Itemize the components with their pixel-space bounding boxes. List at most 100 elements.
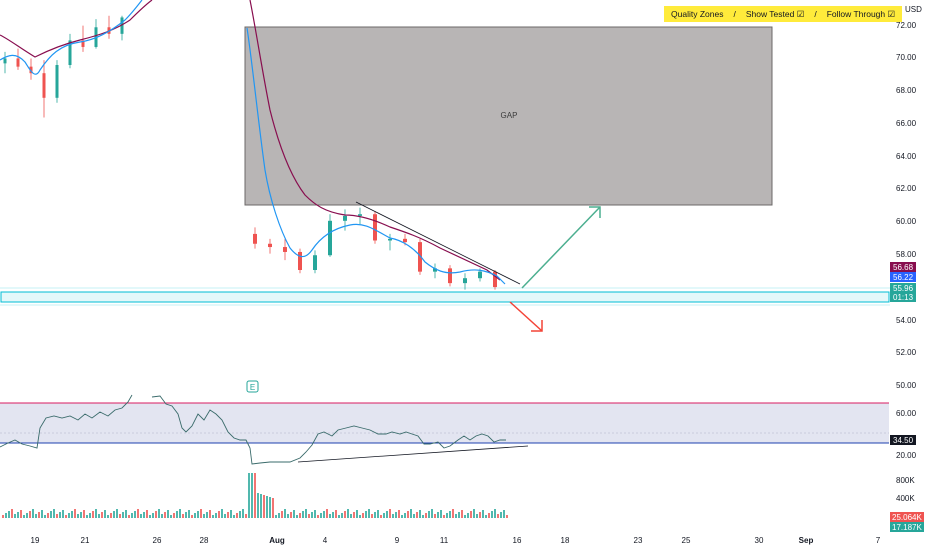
volume-bar (137, 509, 139, 518)
volume-bar (89, 513, 91, 518)
volume-bar (26, 513, 28, 518)
volume-bar (56, 514, 58, 518)
volume-bar (467, 513, 469, 518)
volume-bar (140, 514, 142, 518)
volume-bar (311, 512, 313, 518)
volume-bar (428, 511, 430, 518)
volume-bar (287, 514, 289, 518)
volume-bar (500, 512, 502, 518)
volume-bar (164, 512, 166, 518)
rsi-band (0, 403, 889, 443)
volume-bar (110, 513, 112, 518)
candle-body (403, 238, 407, 243)
volume-bar (65, 515, 67, 518)
volume-bar (419, 510, 421, 518)
volume-bar (161, 514, 163, 518)
volume-bar (302, 511, 304, 518)
price-tick: 54.00 (896, 316, 917, 325)
volume-bar (278, 513, 280, 518)
volume-bar (221, 509, 223, 518)
date-tick: 28 (200, 536, 209, 545)
indicator-settings-bar[interactable]: Quality Zones / Show Tested ☑ / Follow T… (664, 6, 903, 22)
volume-bar (431, 509, 433, 518)
earnings-marker[interactable]: E (246, 380, 259, 393)
volume-bar (227, 512, 229, 518)
volume-value-2: 17.187K (892, 523, 922, 532)
volume-bar (107, 515, 109, 518)
date-tick: 21 (81, 536, 90, 545)
volume-bar (113, 511, 115, 518)
volume-bar (191, 515, 193, 518)
volume-bar (236, 513, 238, 518)
bullish-arrow[interactable] (521, 206, 601, 289)
volume-bar (332, 512, 334, 518)
date-tick: Sep (799, 536, 814, 545)
rsi-divergence-line[interactable] (297, 445, 529, 463)
volume-bar (476, 514, 478, 518)
volume-bar (377, 510, 379, 518)
volume-bar (71, 511, 73, 518)
date-tick: 26 (153, 536, 162, 545)
volume-bar (317, 515, 319, 518)
volume-bar (296, 515, 298, 518)
price-tick: 72.00 (896, 21, 917, 30)
gap-label: GAP (501, 111, 518, 120)
rsi-tick: 60.00 (896, 409, 917, 418)
volume-bar (320, 513, 322, 518)
volume-bar (20, 510, 22, 518)
volume-bar (254, 473, 256, 518)
candle-body (3, 58, 7, 64)
volume-bar (173, 513, 175, 518)
show-tested-toggle[interactable]: Show Tested ☑ (745, 8, 805, 19)
volume-bar (212, 515, 214, 518)
volume-bar (23, 515, 25, 518)
price-tick: 60.00 (896, 217, 917, 226)
last-price-value: 55.96 (893, 284, 914, 293)
volume-bar (95, 509, 97, 518)
countdown-value: 01:13 (893, 293, 914, 302)
volume-bar (77, 514, 79, 518)
volume-label-2: 17.187K (890, 522, 924, 532)
support-zone[interactable] (0, 291, 890, 303)
volume-bar (482, 510, 484, 518)
volume-bar (233, 515, 235, 518)
volume-bar (5, 513, 7, 518)
date-tick: 11 (440, 536, 449, 545)
volume-bar (485, 515, 487, 518)
ema-fast-value: 56.22 (893, 273, 914, 282)
volume-bar (149, 515, 151, 518)
separator: / (733, 9, 736, 19)
volume-bar (506, 515, 508, 518)
volume-bar (230, 510, 232, 518)
volume-bar (326, 509, 328, 518)
volume-bar (371, 514, 373, 518)
bearish-arrow[interactable] (509, 301, 543, 332)
volume-bar (284, 509, 286, 518)
volume-bar (305, 509, 307, 518)
volume-bar (380, 515, 382, 518)
date-tick: Aug (269, 536, 285, 545)
volume-bar (170, 515, 172, 518)
candle-body (388, 238, 392, 241)
resistance-trendline[interactable] (355, 201, 521, 285)
quality-zones-label[interactable]: Quality Zones (671, 9, 724, 19)
date-tick: 7 (876, 536, 881, 545)
last-price-label: 55.96 01:13 (890, 283, 916, 302)
volume-bar (413, 514, 415, 518)
volume-bar (392, 514, 394, 518)
price-tick: 52.00 (896, 348, 917, 357)
gap-zone[interactable] (244, 26, 773, 206)
time-axis[interactable]: 19 21 26 28 Aug 4 9 11 16 18 23 25 30 Se… (31, 536, 881, 545)
volume-bar (50, 511, 52, 518)
volume-bar (266, 496, 268, 518)
price-axis[interactable]: USD 72.00 70.00 68.00 66.00 64.00 62.00 … (896, 5, 922, 503)
volume-bar (365, 511, 367, 518)
volume-bar (245, 514, 247, 518)
volume-bar (470, 511, 472, 518)
volume-bar (248, 473, 250, 518)
candle-body (42, 73, 46, 98)
volume-bar (134, 511, 136, 518)
volume-bar (425, 513, 427, 518)
follow-through-toggle[interactable]: Follow Through ☑ (826, 8, 896, 19)
